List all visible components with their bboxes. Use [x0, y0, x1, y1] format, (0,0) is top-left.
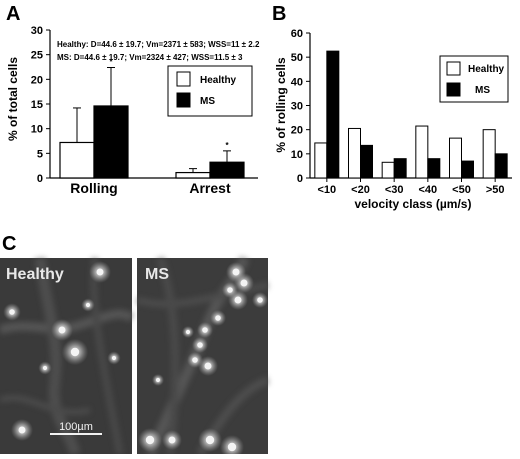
a-category-label-arrest: Arrest	[189, 180, 231, 196]
fluorescent-cell	[215, 315, 221, 321]
fluorescent-cell	[192, 357, 198, 363]
healthy-cells	[3, 261, 121, 441]
b-x-tick-label: <20	[351, 184, 370, 196]
b-x-tick-labels: <10 <20 <30 <40 <50 >50	[317, 178, 505, 196]
fluorescent-cell	[18, 426, 26, 434]
panel-a: A 0 5 10 15 20 25 30 % of total cells Healthy:…	[6, 3, 260, 196]
a-y-tick-label: 5	[37, 148, 43, 160]
panel-letter-c: C	[2, 233, 16, 255]
a-y-axis-title: % of total cells	[6, 57, 20, 141]
a-bar-healthy-rolling	[59, 141, 95, 179]
b-x-tick-label: >50	[486, 184, 505, 196]
b-y-tick-label: 10	[291, 149, 303, 161]
fluorescent-cell	[197, 342, 203, 348]
fluorescent-cell	[257, 297, 263, 303]
b-legend-swatch-healthy	[446, 61, 461, 76]
fluorescent-cell	[227, 442, 237, 452]
fluorescent-cell	[155, 377, 161, 383]
fluorescent-cell	[70, 347, 80, 357]
b-legend-swatch-ms	[446, 82, 461, 97]
b-x-tick-label: <30	[385, 184, 404, 196]
healthy-image-label: Healthy	[6, 266, 64, 283]
a-significance-mark: *	[225, 141, 229, 150]
b-y-axis: 0 10 20 30 40 50 60	[291, 28, 512, 185]
panel-b: B 0 10 20 30 40 50 60 % of rolling cells <10 <2…	[272, 3, 512, 211]
b-x-axis-title: velocity class (µm/s)	[355, 197, 472, 211]
ms-cells	[138, 262, 268, 459]
b-y-tick-label: 30	[291, 101, 303, 113]
ms-micrograph: MS	[135, 255, 270, 459]
healthy-micrograph: Healthy 100µm	[0, 257, 135, 456]
a-y-tick-label: 20	[31, 74, 43, 86]
fluorescent-cell	[168, 436, 176, 444]
fluorescent-cell	[205, 435, 215, 445]
fluorescent-cell	[234, 296, 242, 304]
b-bar-ms	[360, 144, 373, 179]
b-bar-healthy	[381, 161, 395, 179]
a-significance-mark: *	[109, 57, 113, 66]
a-legend: Healthy MS	[167, 65, 253, 117]
a-bar-ms-rolling	[93, 105, 129, 179]
b-bar-ms	[461, 160, 474, 179]
b-legend: Healthy MS	[439, 55, 509, 103]
b-bar-ms	[494, 153, 508, 179]
b-y-tick-label: 20	[291, 125, 303, 137]
a-annotation-ms: MS: D=44.6 ± 19.7; Vm=2324 ± 427; WSS=11…	[57, 53, 243, 62]
b-bar-ms	[326, 50, 340, 179]
b-bar-healthy	[314, 142, 328, 179]
panel-c: C Healthy 100µm MS	[0, 233, 270, 459]
b-x-tick-label: <50	[452, 184, 471, 196]
b-bar-ms	[393, 158, 407, 179]
a-legend-label-healthy: Healthy	[200, 75, 237, 86]
ms-image-label: MS	[145, 266, 169, 283]
fluorescent-cell	[96, 268, 104, 276]
fluorescent-cell	[240, 279, 248, 287]
a-y-tick-label: 25	[31, 50, 43, 62]
a-y-tick-label: 30	[31, 25, 43, 37]
scale-bar-label: 100µm	[59, 421, 93, 433]
a-annotation-healthy: Healthy: D=44.6 ± 19.7; Vm=2371 ± 583; W…	[57, 40, 260, 49]
a-legend-swatch-ms	[176, 92, 191, 108]
a-y-tick-label: 15	[31, 99, 43, 111]
b-legend-label-ms: MS	[475, 85, 490, 96]
b-x-tick-label: <10	[317, 184, 336, 196]
panel-letter-a: A	[6, 3, 20, 25]
panel-letter-b: B	[272, 3, 286, 25]
a-y-tick-label: 10	[31, 124, 43, 136]
fluorescent-cell	[145, 435, 155, 445]
fluorescent-cell	[185, 329, 191, 335]
fluorescent-cell	[204, 362, 212, 370]
a-legend-swatch-healthy	[176, 71, 191, 87]
b-x-tick-label: <40	[418, 184, 437, 196]
a-bars: **	[59, 57, 245, 179]
b-y-tick-label: 40	[291, 76, 303, 88]
b-y-tick-label: 50	[291, 52, 303, 64]
fluorescent-cell	[232, 268, 240, 276]
b-legend-label-healthy: Healthy	[468, 64, 505, 75]
fluorescent-cell	[111, 355, 117, 361]
a-y-tick-label: 0	[37, 173, 43, 185]
fluorescent-cell	[85, 302, 91, 308]
fluorescent-cell	[227, 287, 233, 293]
a-bar-healthy-arrest	[175, 171, 211, 179]
fluorescent-cell	[202, 327, 208, 333]
a-category-label-rolling: Rolling	[70, 180, 117, 196]
b-bars	[314, 50, 508, 179]
b-bar-healthy	[482, 129, 496, 179]
b-bar-healthy	[415, 125, 429, 179]
a-bar-ms-arrest	[209, 161, 245, 179]
a-legend-label-ms: MS	[200, 96, 215, 107]
b-y-tick-label: 60	[291, 28, 303, 40]
b-bar-ms	[427, 158, 441, 179]
fluorescent-cell	[9, 309, 15, 315]
fluorescent-cell	[58, 326, 66, 334]
b-bar-healthy	[348, 127, 361, 179]
b-y-axis-title: % of rolling cells	[274, 57, 288, 153]
b-y-tick-label: 0	[297, 173, 303, 185]
fluorescent-cell	[42, 365, 48, 371]
b-bar-healthy	[449, 137, 462, 179]
